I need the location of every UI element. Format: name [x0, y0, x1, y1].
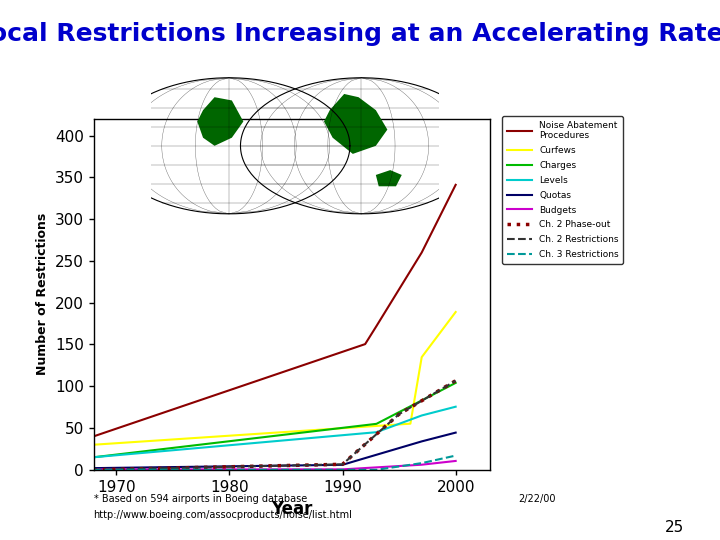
Text: 2/22/00: 2/22/00: [518, 494, 556, 504]
Text: http://www.boeing.com/assocproducts/noise/list.html: http://www.boeing.com/assocproducts/nois…: [94, 510, 353, 521]
Y-axis label: Number of Restrictions: Number of Restrictions: [36, 213, 50, 375]
X-axis label: Year: Year: [271, 500, 312, 518]
Text: * Based on 594 airports in Boeing database: * Based on 594 airports in Boeing databa…: [94, 494, 307, 504]
Polygon shape: [197, 97, 243, 146]
Polygon shape: [324, 94, 387, 154]
Text: Local Restrictions Increasing at an Accelerating Rate *: Local Restrictions Increasing at an Acce…: [0, 22, 720, 45]
Legend: Noise Abatement
Procedures, Curfews, Charges, Levels, Quotas, Budgets, Ch. 2 Pha: Noise Abatement Procedures, Curfews, Cha…: [502, 116, 624, 264]
Polygon shape: [376, 170, 402, 186]
Text: 25: 25: [665, 519, 684, 535]
